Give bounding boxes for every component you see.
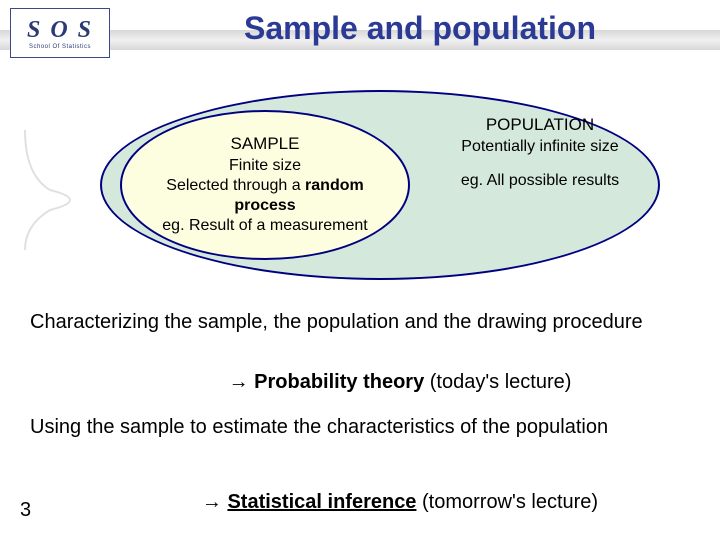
bullet-probability: → Probability theory (today's lecture): [30, 370, 710, 395]
bullet-inference: → Statistical inference (tomorrow's lect…: [30, 490, 710, 515]
population-heading: POPULATION: [440, 115, 640, 135]
arrow-icon: →: [202, 491, 222, 513]
paragraph-2: Using the sample to estimate the charact…: [30, 415, 690, 440]
logo-text: S O S: [27, 17, 93, 44]
probability-label: Probability theory: [254, 371, 424, 393]
sample-ellipse: SAMPLE Finite size Selected through a ra…: [120, 110, 410, 260]
probability-note: (today's lecture): [424, 371, 571, 393]
inference-note: (tomorrow's lecture): [416, 491, 598, 513]
population-line1: Potentially infinite size: [440, 137, 640, 157]
sample-line1: Finite size: [229, 156, 301, 176]
arrow-icon: →: [229, 371, 249, 393]
sample-line3: eg. Result of a measurement: [162, 216, 367, 236]
sample-heading: SAMPLE: [231, 134, 300, 154]
sample-line2-plain: Selected through a: [166, 177, 305, 194]
diagram: SAMPLE Finite size Selected through a ra…: [40, 85, 680, 285]
population-block: POPULATION Potentially infinite size eg.…: [440, 115, 640, 191]
paragraph-1: Characterizing the sample, the populatio…: [30, 310, 710, 335]
gaussian-icon: [20, 125, 100, 255]
slide-number: 3: [20, 499, 31, 522]
logo-subtitle: School Of Statistics: [29, 44, 91, 50]
inference-label: Statistical inference: [227, 491, 416, 513]
population-line2: eg. All possible results: [440, 171, 640, 191]
logo: S O S School Of Statistics: [10, 8, 110, 58]
sample-line2: Selected through a random process: [142, 176, 388, 216]
slide-title: Sample and population: [150, 10, 690, 47]
